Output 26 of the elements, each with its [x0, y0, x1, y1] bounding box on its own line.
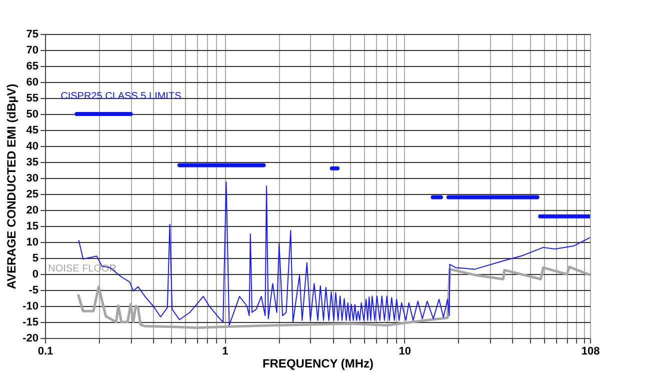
y-tick-label: 30 [26, 172, 38, 184]
x-tick-label: 10 [398, 346, 411, 358]
x-tick-label: 108 [581, 346, 600, 358]
y-tick-label: 40 [26, 140, 38, 152]
x-axis-title: FREQUENCY (MHz) [262, 356, 374, 370]
y-tick-label: -20 [22, 332, 38, 344]
y-tick-label: 55 [26, 92, 38, 104]
y-tick-label: 45 [26, 124, 38, 136]
y-tick-label: 10 [26, 236, 38, 248]
y-tick-label: -5 [28, 284, 38, 296]
y-tick-label: 25 [26, 188, 38, 200]
y-tick-label: -15 [22, 316, 38, 328]
y-tick-label: 5 [32, 252, 38, 264]
x-tick-label: 1 [222, 346, 228, 358]
y-tick-label: 65 [26, 60, 38, 72]
y-tick-label: 20 [26, 204, 38, 216]
y-axis-title: AVERAGE CONDUCTED EMI (dBµV) [4, 84, 19, 290]
y-tick-label: 0 [32, 268, 38, 280]
y-tick-label: 15 [26, 220, 38, 232]
y-tick-label: -10 [22, 300, 38, 312]
y-tick-label: 60 [26, 76, 38, 88]
y-tick-label: 35 [26, 156, 38, 168]
x-tick-label: 0.1 [38, 346, 54, 358]
y-tick-label: 70 [26, 44, 38, 56]
y-tick-label: 75 [26, 28, 38, 40]
y-tick-label: 50 [26, 108, 38, 120]
